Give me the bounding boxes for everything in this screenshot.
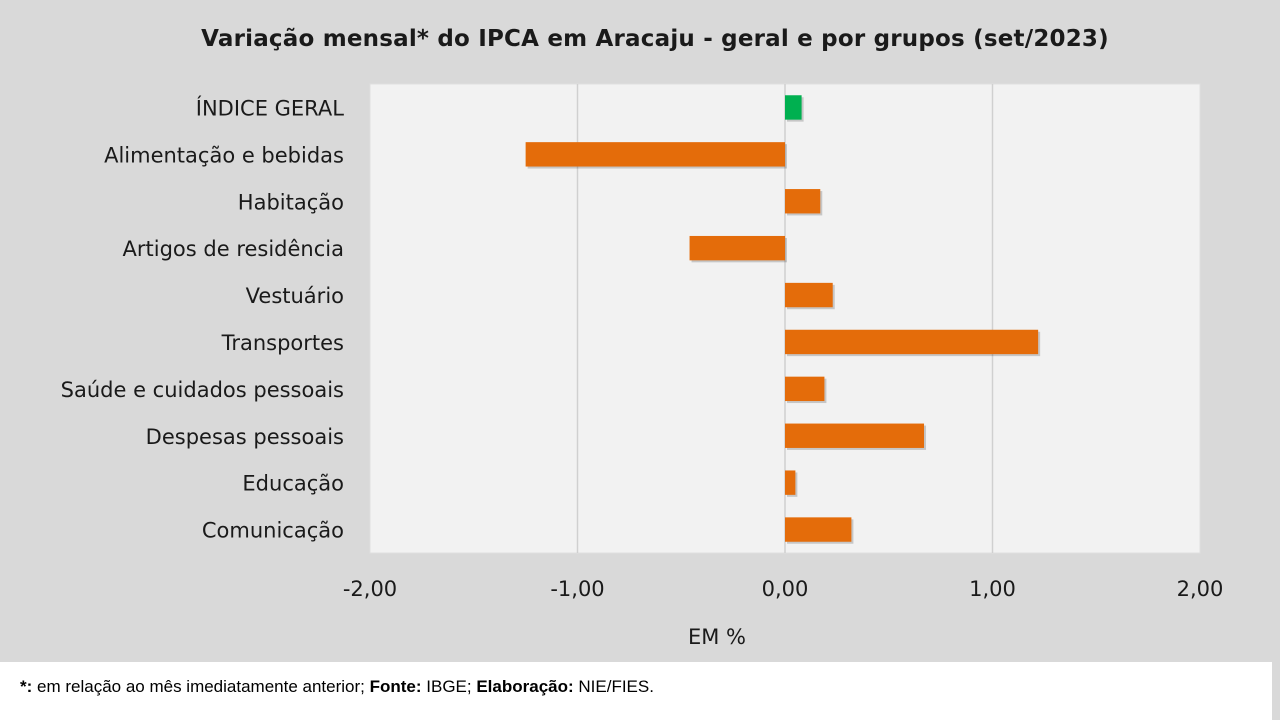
x-tick-label: 0,00 — [762, 577, 809, 601]
y-category-label: Despesas pessoais — [146, 425, 344, 449]
bar — [785, 95, 802, 120]
y-category-label: Saúde e cuidados pessoais — [61, 378, 344, 402]
y-category-label: Alimentação e bebidas — [104, 143, 344, 167]
bar — [785, 329, 1039, 355]
bar — [689, 235, 785, 261]
footer-elaboration-key: Elaboração: — [476, 677, 574, 696]
x-tick-label: 2,00 — [1177, 577, 1224, 601]
bar-chart: ÍNDICE GERAL Alimentação e bebidas Habitaç… — [61, 83, 1224, 649]
bar — [785, 517, 852, 542]
bar — [785, 282, 833, 308]
y-category-label: Habitação — [238, 190, 344, 214]
footer-elaboration-text: NIE/FIES. — [573, 677, 654, 696]
bar — [785, 423, 925, 448]
y-category-label: Transportes — [221, 331, 344, 355]
x-tick-label: -1,00 — [550, 577, 604, 601]
y-category-label: Vestuário — [246, 284, 344, 308]
y-category-label: Artigos de residência — [123, 237, 344, 261]
footer-note: *: em relação ao mês imediatamente anter… — [0, 662, 1272, 720]
y-category-label: Educação — [242, 472, 344, 496]
bar — [525, 142, 785, 167]
footer-source-text: IBGE; — [421, 677, 477, 696]
bar — [785, 376, 825, 402]
x-tick-label: 1,00 — [969, 577, 1016, 601]
footer-note-key: *: — [20, 677, 33, 696]
bar — [785, 470, 796, 495]
x-tick-label: -2,00 — [343, 577, 397, 601]
footer-text: *: em relação ao mês imediatamente anter… — [20, 677, 654, 697]
x-axis-label: EM % — [688, 625, 746, 649]
y-category-label: ÍNDICE GERAL — [196, 95, 345, 120]
y-category-label: Comunicação — [202, 519, 344, 543]
footer-source-key: Fonte: — [369, 677, 422, 696]
footer-note-text: em relação ao mês imediatamente anterior… — [32, 677, 370, 696]
chart-title: Variação mensal* do IPCA em Aracaju - ge… — [201, 26, 1109, 52]
bar — [785, 189, 821, 214]
